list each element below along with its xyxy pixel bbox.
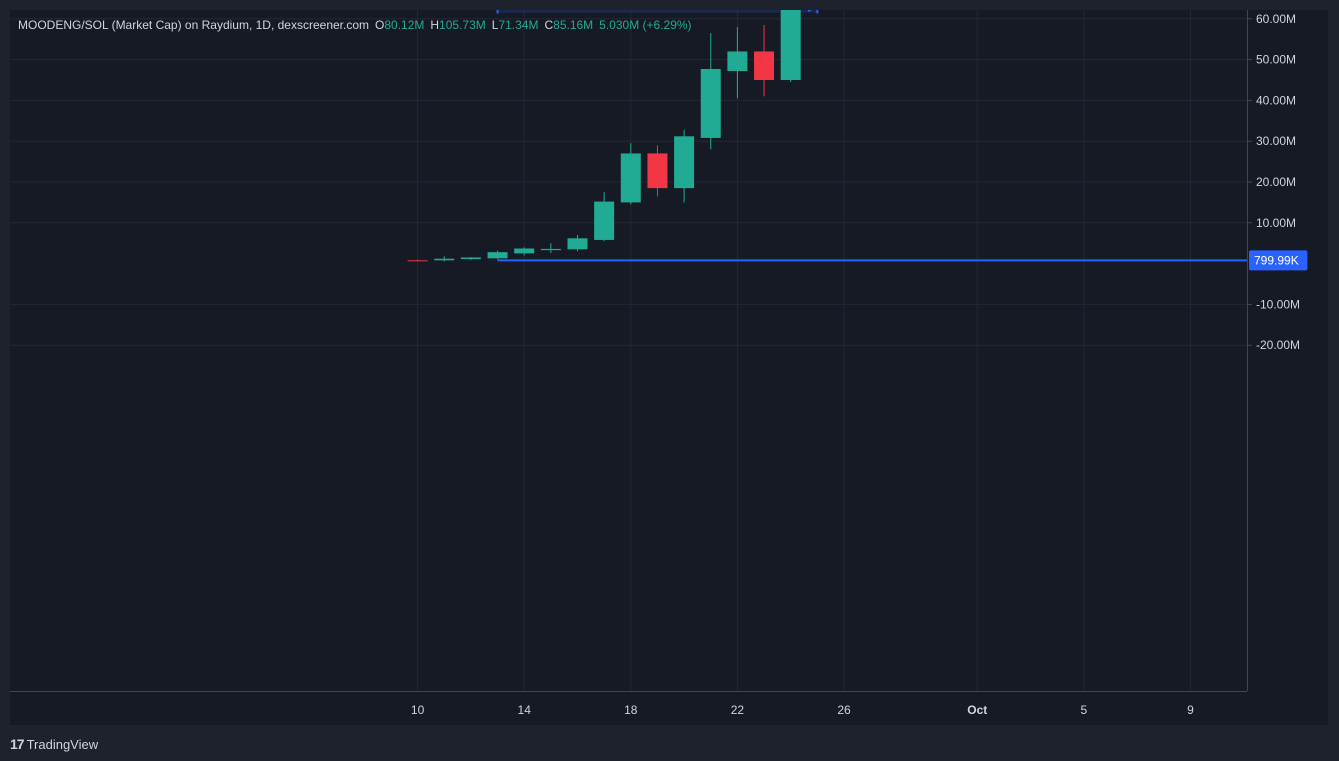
candle-body [620, 153, 641, 203]
x-tick-label: 18 [624, 703, 638, 717]
tradingview-branding[interactable]: 17 TradingView [10, 735, 98, 753]
candle [407, 259, 428, 262]
tradingview-logo-icon: 17 [10, 736, 25, 752]
candle-body [540, 248, 561, 251]
candle [434, 256, 455, 262]
grid-lines [10, 10, 1247, 691]
candle [647, 145, 668, 197]
high-label: H [430, 18, 440, 32]
candle-body [674, 136, 695, 189]
symbol-title: MOODENG/SOL (Market Cap) on Raydium, 1D,… [18, 18, 369, 32]
candle [780, 10, 801, 83]
candle-body [700, 68, 721, 138]
y-axis: 140.00M130.00M120.00M110.00M100.00M90.00… [1247, 10, 1300, 691]
candle [674, 129, 695, 203]
candle [514, 247, 535, 256]
x-tick-label: 22 [731, 703, 745, 717]
chart-canvas[interactable]: 10 14 18 22 26 Oct 5 9 140.00M130.00M120.00M110… [10, 10, 1328, 725]
y-tick-label: 40.00M [1256, 93, 1296, 107]
close-label: C [544, 18, 554, 32]
change-value: 5.030M (+6.29%) [599, 18, 692, 32]
y-tick-label: 30.00M [1256, 134, 1296, 148]
low-price-label: 799.99K [1254, 253, 1299, 267]
candle-body [594, 201, 615, 240]
candle [754, 24, 775, 97]
low-price-label-bg [1249, 250, 1308, 271]
candle [620, 143, 641, 205]
low-value: 71.34M [498, 18, 539, 32]
candle-body [780, 10, 801, 80]
candle-body [514, 248, 535, 254]
candle-body [487, 252, 508, 259]
y-tick-label: 10.00M [1256, 216, 1296, 230]
measure-band[interactable] [497, 10, 818, 13]
x-tick-label: 14 [518, 703, 532, 717]
low-label: L [491, 18, 499, 32]
candle [567, 235, 588, 252]
date-range-measure[interactable] [496, 10, 819, 14]
candle [487, 250, 508, 260]
candle [540, 243, 561, 253]
x-tick-label: 9 [1187, 703, 1194, 717]
candle [460, 257, 481, 260]
x-tick-label: Oct [967, 703, 987, 717]
chart-legend: MOODENG/SOL (Market Cap) on Raydium, 1D,… [18, 17, 692, 33]
x-tick-label: 10 [411, 703, 425, 717]
y-tick-label: 50.00M [1256, 53, 1296, 67]
high-value: 105.73M [439, 18, 486, 32]
candle [594, 192, 615, 242]
x-axis: 10 14 18 22 26 Oct 5 9 [10, 691, 1247, 717]
horizontal-lines[interactable] [10, 10, 1247, 262]
y-tick-label: -10.00M [1256, 297, 1300, 311]
candle-body [754, 51, 775, 80]
chart-frame: 10 14 18 22 26 Oct 5 9 140.00M130.00M120.00M110… [10, 10, 1328, 725]
candle-body [434, 258, 455, 261]
tradingview-name: TradingView [26, 736, 99, 752]
candle-body [407, 260, 428, 262]
candle-body [567, 238, 588, 250]
y-tick-label: -20.00M [1256, 338, 1300, 352]
candle [727, 26, 748, 99]
x-tick-label: 5 [1081, 703, 1088, 717]
candle-body [460, 257, 481, 260]
candlestick-series [407, 10, 801, 262]
candle-body [647, 153, 668, 189]
candle-body [727, 51, 748, 72]
y-tick-label: 20.00M [1256, 175, 1296, 189]
open-label: O [375, 18, 385, 32]
close-value: 85.16M [553, 18, 594, 32]
price-axis-labels: 106.050M85.16M799.99K [1249, 250, 1308, 271]
x-tick-label: 26 [837, 703, 851, 717]
candle [700, 33, 721, 150]
open-value: 80.12M [384, 18, 425, 32]
y-tick-label: 60.00M [1256, 12, 1296, 26]
